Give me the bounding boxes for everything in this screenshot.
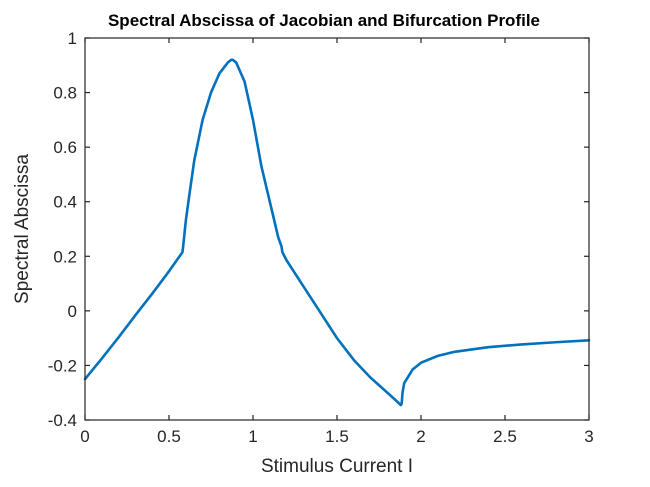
x-tick-label: 1 [248, 427, 257, 446]
y-tick-label: 0.4 [53, 193, 77, 212]
y-tick-label: 1 [68, 29, 77, 48]
axes-box [84, 37, 590, 421]
y-tick-label: -0.4 [48, 411, 77, 430]
x-tick-label: 0 [80, 427, 89, 446]
y-tick-label: 0.6 [53, 138, 77, 157]
y-tick-label: 0 [68, 302, 77, 321]
chart-title: Spectral Abscissa of Jacobian and Bifurc… [108, 11, 540, 30]
x-tick-label: 1.5 [325, 427, 349, 446]
y-tick-label: -0.2 [48, 356, 77, 375]
spectral-abscissa-line [83, 58, 591, 407]
y-tick-label: 0.2 [53, 247, 77, 266]
y-axis-label: Spectral Abscissa [12, 154, 33, 304]
x-axis-label: Stimulus Current I [261, 456, 413, 477]
x-tick-label: 2.5 [493, 427, 517, 446]
axis-ticks [84, 37, 590, 421]
x-tick-label: 2 [416, 427, 425, 446]
x-tick-label: 3 [584, 427, 593, 446]
x-tick-label: 0.5 [157, 427, 181, 446]
tick-labels: 0 0.5 1 1.5 2 2.5 3 -0.4 -0.2 0 0.2 0.4 0.6 0.8 1 [48, 29, 594, 446]
y-tick-label: 0.8 [53, 84, 77, 103]
